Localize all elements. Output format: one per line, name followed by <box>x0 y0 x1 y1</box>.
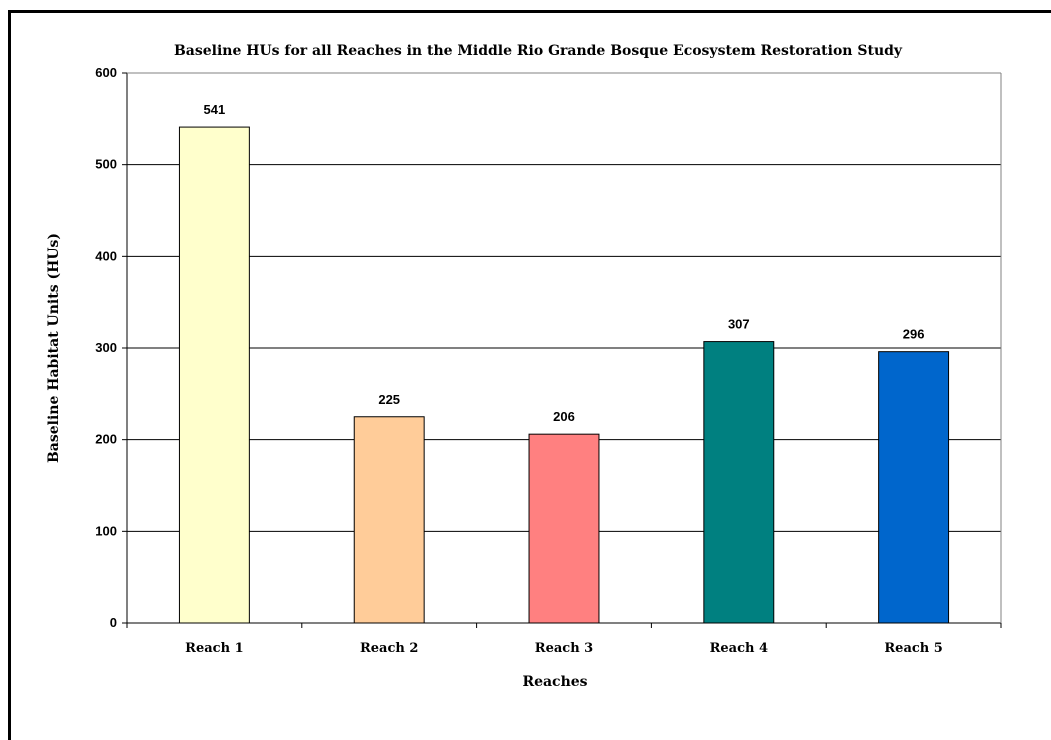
data-label: 206 <box>553 409 575 424</box>
x-tick-label: Reach 5 <box>884 641 942 656</box>
y-axis-ticks: 0 100 200 300 400 500 600 <box>95 65 127 630</box>
x-tick-label: Reach 1 <box>185 641 243 656</box>
bar-reach-5 <box>878 351 950 624</box>
bar-reach-4 <box>703 341 775 624</box>
bar-reach-2 <box>353 416 425 624</box>
y-tick-label: 0 <box>110 615 117 630</box>
chart-frame <box>8 10 1051 740</box>
x-axis-label: Reaches <box>522 674 587 690</box>
y-tick-label: 100 <box>95 523 117 538</box>
y-tick-label: 300 <box>95 340 117 355</box>
x-tick-label: Reach 3 <box>535 641 593 656</box>
y-tick-label: 500 <box>95 157 117 172</box>
x-tick-label: Reach 4 <box>710 641 768 656</box>
y-axis-label: Baseline Habitat Units (HUs) <box>46 233 62 463</box>
x-tick-label: Reach 2 <box>360 641 418 656</box>
x-axis-ticks: Reach 1 Reach 2 Reach 3 Reach 4 Reach 5 <box>126 623 1002 656</box>
data-label: 307 <box>728 317 750 332</box>
data-label: 541 <box>204 102 226 117</box>
bars: 541 225 206 307 296 <box>178 102 950 624</box>
y-tick-label: 600 <box>95 65 117 80</box>
data-label: 296 <box>903 327 925 342</box>
y-tick-label: 400 <box>95 248 117 263</box>
bar-reach-1 <box>178 126 250 624</box>
chart-title: Baseline HUs for all Reaches in the Midd… <box>174 43 903 59</box>
data-label: 225 <box>378 392 400 407</box>
y-tick-label: 200 <box>95 432 117 447</box>
bar-reach-3 <box>528 433 600 624</box>
